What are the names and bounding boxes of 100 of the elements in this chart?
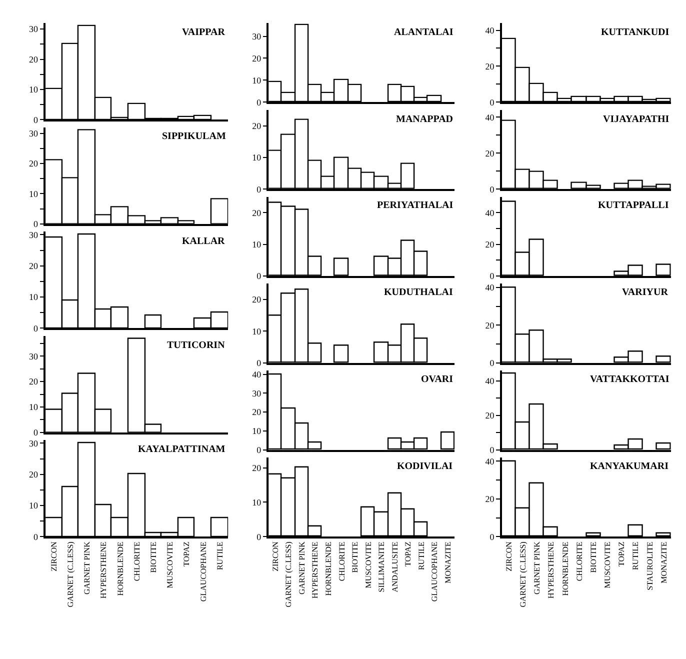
y-tick-label: 0 bbox=[490, 358, 495, 368]
y-tick-label: 30 bbox=[252, 31, 262, 42]
y-tick-label: 0 bbox=[34, 532, 39, 542]
y-tick-label: 20 bbox=[485, 61, 495, 72]
y-tick-label: 0 bbox=[256, 444, 262, 455]
y-tick-label: 20 bbox=[252, 294, 262, 305]
y-tick-label: 40 bbox=[252, 370, 262, 380]
y-tick-label: 20 bbox=[252, 53, 262, 64]
y-tick-label: 20 bbox=[485, 239, 495, 250]
y-tick-label: 40 bbox=[485, 376, 495, 386]
y-tick-label: 30 bbox=[252, 388, 262, 398]
y-tick-label: 0 bbox=[256, 271, 262, 282]
y-tick-label: 10 bbox=[252, 426, 262, 436]
y-tick-label: 30 bbox=[29, 438, 39, 448]
y-tick-label: 0 bbox=[256, 184, 262, 194]
x-tick-label: MONAZITE bbox=[444, 542, 452, 584]
y-tick-label: 20 bbox=[252, 462, 262, 473]
x-tick-label: GARNET PINK bbox=[297, 541, 306, 595]
y-tick-label: 0 bbox=[490, 444, 495, 455]
chart-title: SIPPIKULAM bbox=[162, 131, 226, 142]
y-tick-label: 10 bbox=[252, 239, 262, 250]
y-tick-label: 40 bbox=[485, 456, 495, 466]
x-tick-label: ANDALUSITE bbox=[390, 542, 400, 592]
x-tick-label: CHLORITE bbox=[574, 542, 584, 582]
x-tick-label: ZIRCON bbox=[504, 541, 514, 572]
x-tick-label: SILLIMANITE bbox=[377, 541, 386, 592]
x-tick-label: BIOTITE bbox=[589, 541, 598, 573]
y-tick-label: 20 bbox=[29, 470, 39, 480]
y-tick-label: 20 bbox=[29, 376, 39, 387]
y-tick-label: 20 bbox=[485, 410, 495, 420]
y-tick-label: 30 bbox=[29, 230, 39, 240]
y-tick-label: 30 bbox=[29, 351, 39, 362]
x-tick-label: HYPERSTHENE bbox=[310, 541, 320, 598]
y-tick-label: 0 bbox=[34, 323, 39, 334]
x-tick-label: MUSCOVITE bbox=[364, 541, 373, 588]
x-tick-label: RUTILE bbox=[631, 541, 640, 570]
chart-title: KUTTANKUDI bbox=[601, 27, 670, 38]
x-tick-label: HYPERSTHENE bbox=[546, 541, 556, 598]
chart-title: PERIYATHALAI bbox=[377, 200, 454, 211]
y-tick-label: 20 bbox=[485, 148, 495, 158]
y-tick-label: 30 bbox=[29, 128, 39, 138]
x-tick-label: RUTILE bbox=[215, 541, 224, 570]
x-tick-label: MUSCOVITE bbox=[166, 541, 175, 588]
y-tick-label: 20 bbox=[252, 208, 262, 218]
y-tick-label: 0 bbox=[490, 97, 495, 108]
chart-title: ALANTALAI bbox=[394, 27, 454, 38]
x-tick-label: GLAUCOPHANE bbox=[198, 541, 208, 602]
chart-title: MANAPPAD bbox=[396, 114, 454, 125]
y-tick-label: 20 bbox=[29, 260, 39, 271]
x-tick-label: GARNET PINK bbox=[532, 541, 542, 595]
y-tick-label: 0 bbox=[34, 114, 39, 125]
y-tick-label: 10 bbox=[29, 188, 39, 199]
x-tick-label: RUTILE bbox=[416, 541, 426, 570]
chart-title: KODIVILAI bbox=[397, 461, 453, 472]
y-tick-label: 10 bbox=[252, 497, 262, 508]
chart-title: TUTICORIN bbox=[167, 340, 226, 351]
y-tick-label: 30 bbox=[29, 24, 39, 34]
x-tick-label: GARNET PINK bbox=[82, 541, 92, 595]
y-tick-label: 20 bbox=[485, 320, 495, 330]
y-tick-label: 40 bbox=[485, 112, 495, 122]
y-tick-label: 10 bbox=[29, 84, 39, 95]
chart-title: KALLAR bbox=[182, 236, 226, 247]
y-tick-label: 0 bbox=[34, 428, 39, 438]
x-tick-label: STAUROLITE bbox=[645, 541, 654, 590]
x-tick-label: CHLORITE bbox=[132, 542, 142, 582]
chart-title: KUTTAPPALLI bbox=[598, 200, 669, 211]
y-tick-label: 10 bbox=[29, 402, 39, 412]
x-tick-label: MONAZITE bbox=[659, 542, 668, 584]
y-tick-label: 40 bbox=[485, 25, 495, 36]
y-tick-label: 10 bbox=[252, 152, 262, 163]
y-tick-label: 0 bbox=[256, 532, 262, 542]
chart-title: VIJAYAPATHI bbox=[603, 114, 670, 125]
y-tick-label: 20 bbox=[252, 407, 262, 418]
x-tick-label: GARNET (C.LESS) bbox=[66, 541, 76, 608]
x-tick-label: TOPAZ bbox=[182, 541, 192, 567]
x-tick-label: GARNET (C.LESS) bbox=[284, 541, 294, 608]
y-tick-label: 0 bbox=[34, 219, 39, 230]
y-tick-label: 10 bbox=[252, 75, 262, 86]
chart-title: KAYALPATTINAM bbox=[138, 444, 226, 455]
y-tick-label: 0 bbox=[256, 97, 262, 108]
y-tick-label: 10 bbox=[252, 326, 262, 336]
y-tick-label: 20 bbox=[29, 158, 39, 169]
y-tick-label: 40 bbox=[485, 208, 495, 218]
y-tick-label: 40 bbox=[485, 282, 495, 293]
x-tick-label: MUSCOVITE bbox=[603, 541, 612, 588]
y-tick-label: 0 bbox=[490, 532, 495, 542]
y-tick-label: 20 bbox=[252, 120, 262, 131]
x-tick-label: CHLORITE bbox=[337, 542, 346, 582]
chart-title: VATTAKKOTTAI bbox=[590, 374, 670, 385]
y-tick-label: 0 bbox=[490, 184, 495, 194]
x-tick-label: BIOTITE bbox=[350, 541, 360, 573]
chart-title: VAIPPAR bbox=[182, 27, 226, 38]
x-tick-label: TOPAZ bbox=[404, 541, 413, 567]
x-tick-label: HYPERSTHENE bbox=[99, 541, 108, 598]
x-tick-label: HORNBLENDE bbox=[116, 541, 125, 596]
y-tick-label: 10 bbox=[29, 292, 39, 302]
x-tick-label: ZIRCON bbox=[270, 541, 280, 572]
x-tick-label: HORNBLENDE bbox=[324, 541, 333, 596]
y-tick-label: 10 bbox=[29, 500, 39, 511]
x-tick-label: ZIRCON bbox=[49, 541, 58, 572]
